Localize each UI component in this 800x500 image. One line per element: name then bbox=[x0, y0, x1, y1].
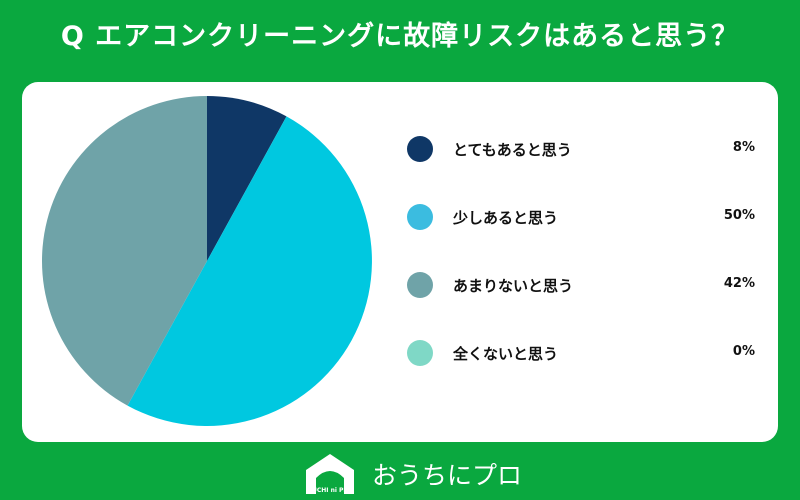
legend-label: あまりないと思う bbox=[453, 277, 574, 295]
pie-chart bbox=[42, 96, 372, 426]
legend: とてもあると思う 8% 少しあると思う 50% あまりないと思う 42% 全くな… bbox=[407, 82, 767, 442]
legend-swatch bbox=[407, 272, 433, 298]
footer-logo: OUCHI ni PRO おうちにプロ bbox=[302, 450, 522, 496]
legend-swatch bbox=[407, 340, 433, 366]
legend-item: あまりないと思う 42% bbox=[407, 270, 767, 300]
legend-value: 42% bbox=[723, 276, 755, 291]
legend-label: とてもあると思う bbox=[453, 141, 572, 159]
legend-item: 少しあると思う 50% bbox=[407, 202, 767, 232]
legend-swatch bbox=[407, 204, 433, 230]
house-logo-icon: OUCHI ni PRO bbox=[306, 454, 354, 494]
legend-value: 0% bbox=[732, 344, 755, 359]
legend-item: とてもあると思う 8% bbox=[407, 134, 767, 164]
legend-label: 少しあると思う bbox=[453, 209, 559, 227]
pie-slice bbox=[127, 116, 372, 426]
chart-title: Q エアコンクリーニングに故障リスクはあると思う？ bbox=[60, 21, 740, 52]
legend-item: 全くないと思う 0% bbox=[407, 338, 767, 368]
logo-text: おうちにプロ bbox=[372, 461, 523, 490]
chart-card: とてもあると思う 8% 少しあると思う 50% あまりないと思う 42% 全くな… bbox=[22, 82, 778, 442]
pie-slice bbox=[42, 96, 208, 406]
legend-label: 全くないと思う bbox=[453, 345, 559, 363]
legend-value: 8% bbox=[732, 140, 755, 155]
logo-mark-text: OUCHI ni PRO bbox=[307, 487, 353, 494]
pie-slice bbox=[207, 96, 287, 261]
legend-value: 50% bbox=[723, 208, 755, 223]
legend-swatch bbox=[407, 136, 433, 162]
